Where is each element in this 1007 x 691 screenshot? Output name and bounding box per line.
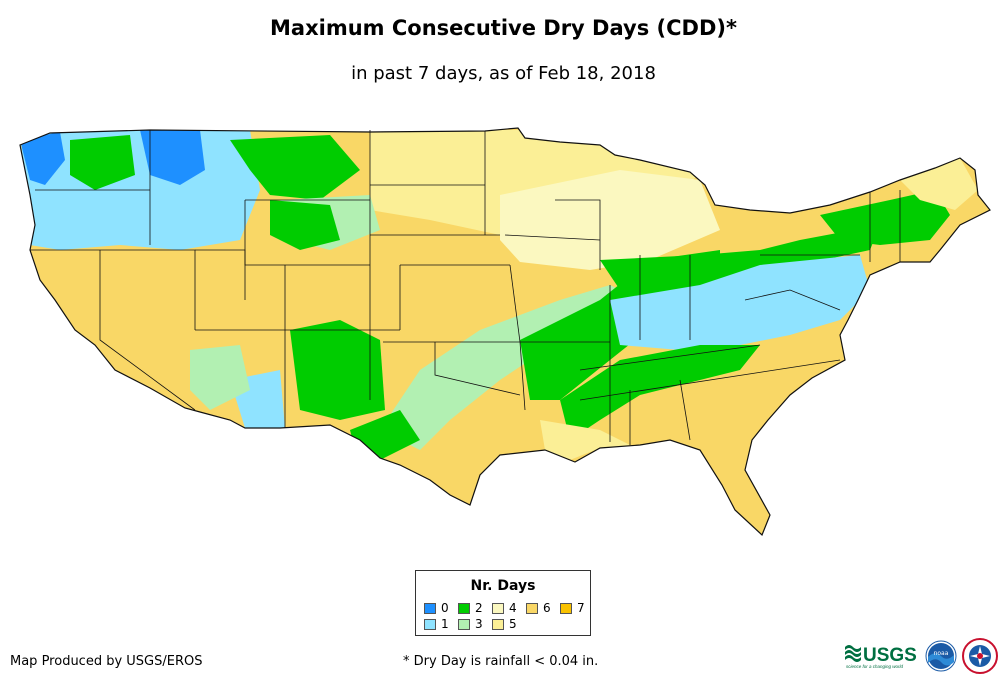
legend-item-7: 7 [560,602,585,615]
legend-item-2: 2 [458,602,483,615]
us-dry-days-map [19,127,991,537]
region-2-days-rockies [70,135,135,190]
region-5-days-gulf [540,420,630,460]
svg-text:science for a changing world: science for a changing world [846,664,904,669]
map-subtitle: in past 7 days, as of Feb 18, 2018 [351,63,656,84]
state-boundaries [30,130,901,445]
region-2-days-montana [230,135,360,200]
region-0-days-idaho [140,130,205,185]
legend-swatch-3 [458,619,470,630]
legend-swatch-7 [560,603,572,614]
legend-swatch-6 [526,603,538,614]
dry-day-note: * Dry Day is rainfall < 0.04 in. [403,654,599,669]
legend-item-5: 5 [492,618,517,631]
noaa-logo: noaa [925,640,957,672]
region-5-days-new-england [900,158,978,210]
svg-text:USGS: USGS [863,645,917,666]
legend-item-4: 4 [492,602,517,615]
legend-item-1: 1 [424,618,449,631]
region-2-days-southwest [290,320,385,420]
region-2-days-northeast [820,190,950,245]
legend-item-3: 3 [458,618,483,631]
legend-swatch-5 [492,619,504,630]
region-4-days-midwest [500,170,720,270]
map-title: Maximum Consecutive Dry Days (CDD)* [270,16,737,40]
producer-credit: Map Produced by USGS/EROS [10,654,203,669]
region-1-day-appalachia [610,255,870,350]
nws-logo [962,638,998,674]
legend-item-6: 6 [526,602,551,615]
legend-swatch-2 [458,603,470,614]
legend-swatch-4 [492,603,504,614]
svg-text:noaa: noaa [934,650,949,657]
legend-box: Nr. Days 0 1 2 3 4 5 6 7 [415,570,591,636]
legend-title: Nr. Days [470,578,536,594]
region-3-days-arizona [190,345,250,410]
legend-swatch-0 [424,603,436,614]
conus-outline [19,127,991,537]
region-2-days-wyoming [270,200,340,250]
usgs-logo: USGS science for a changing world [845,645,917,669]
region-2-days-ohio-valley [600,225,880,290]
legend-item-0: 0 [424,602,449,615]
legend-swatch-1 [424,619,436,630]
region-0-days-coast [20,132,65,185]
